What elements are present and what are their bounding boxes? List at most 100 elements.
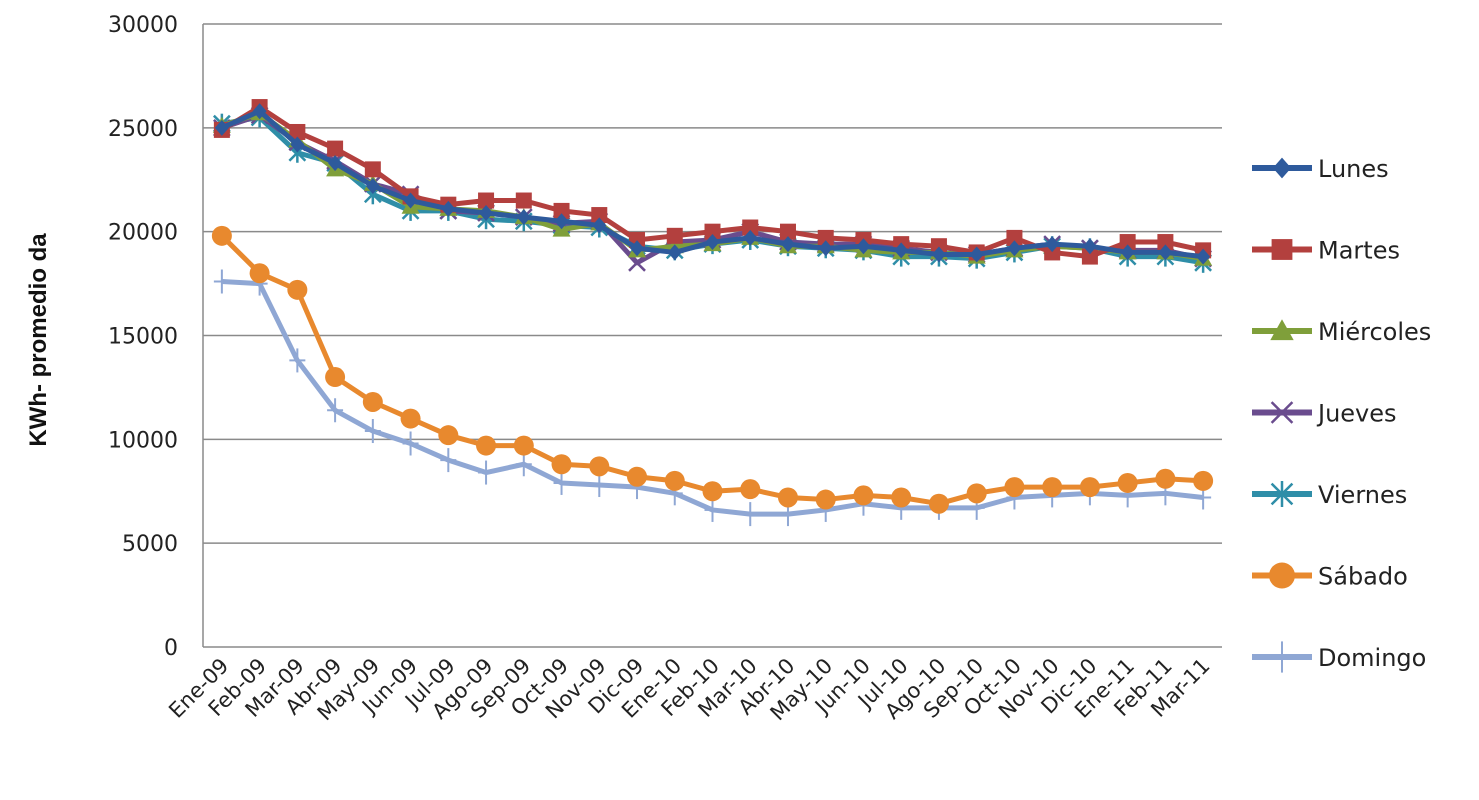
data-point (249, 263, 270, 284)
y-tick-label: 20000 (108, 221, 178, 246)
y-tick-label: 5000 (122, 532, 178, 557)
data-point (704, 223, 721, 240)
data-point (440, 448, 457, 473)
data-point (1079, 477, 1100, 498)
legend-label: Jueves (1316, 400, 1397, 428)
data-point (702, 481, 723, 502)
data-point (1157, 234, 1174, 251)
data-point (779, 223, 796, 240)
data-point (1045, 236, 1060, 253)
series-line (220, 234, 1204, 507)
data-point (894, 242, 909, 259)
legend-label: Sábado (1318, 563, 1408, 591)
y-tick-label: 25000 (108, 117, 178, 142)
data-point (1044, 244, 1061, 261)
legend-label: Lunes (1318, 155, 1389, 183)
data-point (441, 200, 456, 217)
data-point (966, 483, 987, 504)
data-point (364, 419, 381, 444)
data-point (856, 238, 871, 255)
data-point (853, 485, 874, 506)
data-point (1082, 238, 1097, 255)
data-point (1042, 477, 1063, 498)
data-point (438, 425, 459, 446)
data-point (362, 391, 383, 412)
legend-label: Viernes (1318, 481, 1407, 509)
data-point (815, 489, 836, 510)
data-point (740, 479, 761, 500)
series-s-bado (211, 225, 1214, 514)
data-point (1196, 248, 1211, 265)
legend-item: Sábado (1252, 562, 1408, 591)
data-point (1270, 481, 1294, 507)
data-point (365, 177, 380, 194)
data-point (1271, 641, 1293, 673)
data-point (1272, 157, 1292, 179)
data-point (1006, 229, 1023, 246)
data-point (630, 240, 645, 257)
data-point (1004, 477, 1025, 498)
data-point (478, 460, 495, 485)
data-point (1120, 244, 1135, 261)
y-tick-label: 30000 (108, 13, 178, 38)
legend-item: Miércoles (1252, 318, 1431, 346)
data-point (476, 435, 497, 456)
data-point (1270, 401, 1294, 424)
data-point (211, 225, 232, 246)
data-point (328, 155, 343, 172)
legend-item: Lunes (1252, 155, 1389, 183)
data-point (931, 246, 946, 263)
gridlines (202, 23, 1222, 648)
data-point (1270, 319, 1294, 341)
data-point (930, 238, 947, 255)
data-point (627, 466, 648, 487)
data-point (667, 244, 682, 261)
data-point (479, 204, 494, 221)
data-point (704, 497, 721, 522)
data-point (592, 217, 607, 234)
legend-item: Jueves (1252, 400, 1397, 428)
data-point (478, 192, 495, 209)
legend-label: Miércoles (1318, 318, 1431, 346)
data-point (287, 279, 308, 300)
data-point (289, 348, 306, 373)
series-lunes (214, 103, 1211, 265)
y-tick-label: 10000 (108, 428, 178, 453)
data-point (664, 470, 685, 491)
data-point (516, 209, 531, 226)
legend-label: Martes (1318, 237, 1400, 265)
legend: Lunes Martes Miércoles Jueves Viernes Sábado D… (1252, 155, 1431, 673)
data-point (551, 454, 572, 475)
legend-item: Domingo (1252, 641, 1426, 673)
data-point (327, 398, 344, 423)
data-point (1119, 234, 1136, 251)
data-point (591, 473, 608, 498)
data-point (1271, 239, 1293, 260)
data-point (515, 452, 532, 477)
data-point (817, 229, 834, 246)
data-point (969, 246, 984, 263)
data-point (780, 236, 795, 253)
y-axis-label: KWh- promedio da (25, 233, 52, 447)
data-point (628, 253, 646, 272)
data-point (742, 219, 759, 236)
data-point (554, 213, 569, 230)
data-point (928, 493, 949, 514)
data-point (818, 240, 833, 257)
data-point (553, 470, 570, 495)
data-point (777, 487, 798, 508)
x-axis-ticks: Ene-09Feb-09Mar-09Abr-09May-09Jun-09Jul-… (164, 654, 1214, 726)
data-point (1193, 470, 1214, 491)
data-point (666, 227, 683, 244)
data-point (213, 269, 230, 294)
data-point (515, 192, 532, 209)
data-point (1269, 562, 1295, 589)
y-tick-label: 15000 (108, 325, 178, 350)
y-axis-ticks: 0 5000 10000 15000 20000 25000 30000 (108, 13, 178, 661)
data-point (589, 456, 610, 477)
y-tick-label: 0 (164, 636, 178, 661)
data-point (364, 161, 381, 178)
data-point (513, 435, 534, 456)
data-point (705, 234, 720, 251)
data-point (1158, 244, 1173, 261)
